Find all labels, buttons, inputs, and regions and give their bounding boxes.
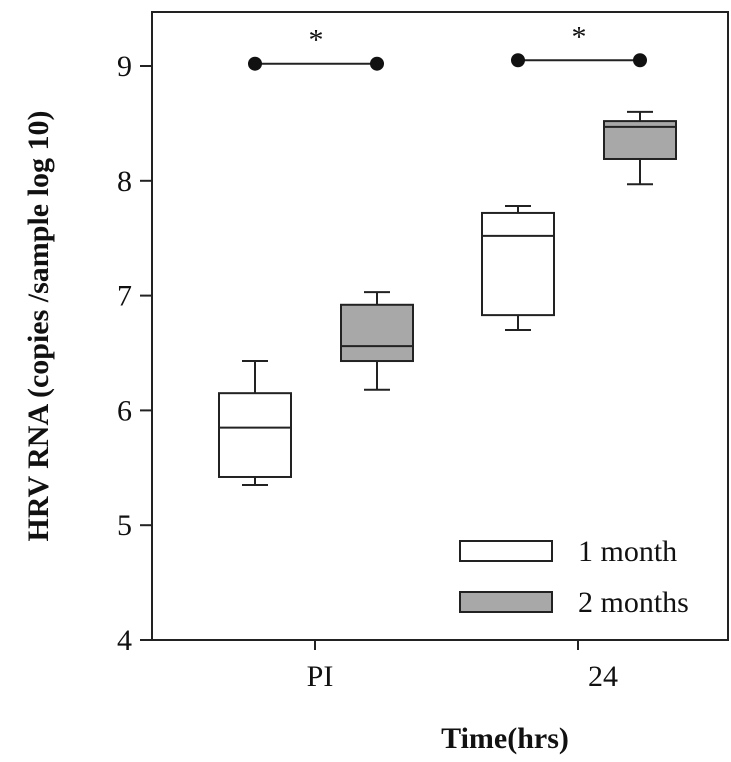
legend-swatch xyxy=(459,540,553,562)
plot-border xyxy=(151,11,729,641)
x-tick-label: 24 xyxy=(588,660,618,693)
box-body xyxy=(218,392,292,478)
y-tick-label: 7 xyxy=(117,280,132,313)
significance-dot xyxy=(511,53,525,68)
y-tick-label: 9 xyxy=(117,50,132,83)
legend-item-2-months: 2 months xyxy=(459,586,689,619)
y-tick-label: 5 xyxy=(117,509,132,542)
x-tick-label: PI xyxy=(307,660,334,693)
legend: 1 month 2 months xyxy=(459,535,689,619)
y-axis-title: HRV RNA (copies /sample log 10) xyxy=(22,111,55,542)
significance-bracket-PI: * xyxy=(248,24,384,71)
significance-star: * xyxy=(309,24,324,57)
box-1-month-PI xyxy=(218,360,292,487)
legend-item-1-month: 1 month xyxy=(459,535,677,568)
box-body xyxy=(481,211,555,317)
significance-dot xyxy=(248,56,262,71)
boxes xyxy=(218,110,677,487)
plot-frame xyxy=(151,11,729,641)
y-tick-label: 6 xyxy=(117,394,132,427)
legend-label: 1 month xyxy=(578,535,677,568)
box-2-months-PI xyxy=(340,291,414,391)
x-axis: PI 24 xyxy=(307,640,618,693)
y-tick-label: 8 xyxy=(117,165,132,198)
y-axis: 4 5 6 7 8 9 xyxy=(117,50,152,657)
legend-swatch xyxy=(459,591,553,613)
significance-dot xyxy=(370,56,384,71)
significance-dot xyxy=(633,53,647,68)
significance-bracket-24: * xyxy=(511,20,647,68)
box-2-months-24 xyxy=(603,110,677,186)
x-axis-title: Time(hrs) xyxy=(441,722,569,755)
significance-markers: * * xyxy=(248,20,647,71)
significance-star: * xyxy=(572,20,587,53)
y-tick-label: 4 xyxy=(117,624,132,657)
box-1-month-24 xyxy=(481,205,555,332)
box-body xyxy=(340,303,414,363)
legend-label: 2 months xyxy=(578,586,689,619)
